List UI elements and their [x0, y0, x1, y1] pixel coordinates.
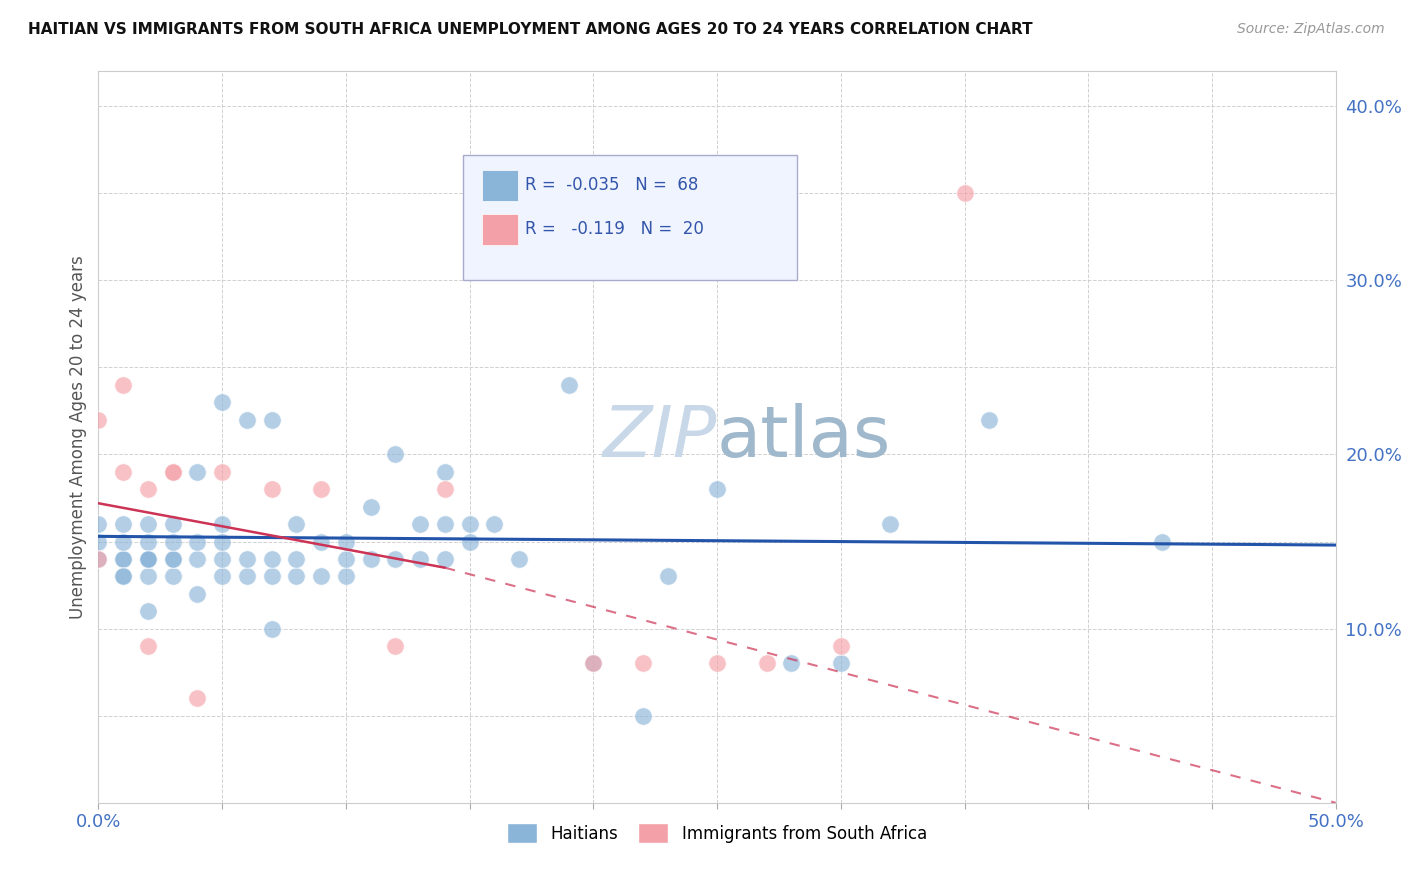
- Point: [186, 552, 208, 566]
- Point: [582, 657, 605, 671]
- Point: [780, 657, 803, 671]
- Point: [953, 186, 976, 201]
- Text: HAITIAN VS IMMIGRANTS FROM SOUTH AFRICA UNEMPLOYMENT AMONG AGES 20 TO 24 YEARS C: HAITIAN VS IMMIGRANTS FROM SOUTH AFRICA …: [28, 22, 1033, 37]
- Point: [112, 552, 135, 566]
- Point: [162, 517, 184, 532]
- Point: [136, 552, 159, 566]
- Point: [335, 569, 357, 583]
- Point: [236, 569, 259, 583]
- Legend: Haitians, Immigrants from South Africa: Haitians, Immigrants from South Africa: [501, 817, 934, 849]
- Point: [236, 412, 259, 426]
- Text: Source: ZipAtlas.com: Source: ZipAtlas.com: [1237, 22, 1385, 37]
- Point: [309, 569, 332, 583]
- Point: [631, 708, 654, 723]
- Point: [631, 657, 654, 671]
- Point: [136, 517, 159, 532]
- Point: [260, 552, 283, 566]
- Point: [384, 639, 406, 653]
- Point: [211, 569, 233, 583]
- Point: [112, 552, 135, 566]
- Point: [706, 657, 728, 671]
- Point: [433, 517, 456, 532]
- Point: [830, 639, 852, 653]
- Point: [162, 534, 184, 549]
- Text: ZIP: ZIP: [603, 402, 717, 472]
- Point: [162, 465, 184, 479]
- Point: [260, 622, 283, 636]
- Point: [384, 448, 406, 462]
- Point: [112, 465, 135, 479]
- Point: [162, 569, 184, 583]
- Point: [260, 569, 283, 583]
- Point: [186, 534, 208, 549]
- Point: [136, 552, 159, 566]
- Point: [335, 552, 357, 566]
- Point: [87, 534, 110, 549]
- Point: [186, 691, 208, 706]
- Point: [360, 552, 382, 566]
- Point: [706, 483, 728, 497]
- Point: [433, 483, 456, 497]
- Point: [285, 517, 308, 532]
- Point: [1152, 534, 1174, 549]
- Point: [136, 639, 159, 653]
- Point: [755, 657, 778, 671]
- FancyBboxPatch shape: [464, 155, 797, 280]
- Text: R =   -0.119   N =  20: R = -0.119 N = 20: [526, 220, 704, 238]
- Point: [260, 483, 283, 497]
- Point: [136, 569, 159, 583]
- Point: [112, 534, 135, 549]
- Point: [112, 569, 135, 583]
- Point: [211, 552, 233, 566]
- Point: [87, 552, 110, 566]
- Point: [112, 377, 135, 392]
- Point: [211, 395, 233, 409]
- Point: [830, 657, 852, 671]
- Point: [211, 517, 233, 532]
- Point: [557, 377, 579, 392]
- Point: [582, 657, 605, 671]
- FancyBboxPatch shape: [482, 170, 517, 201]
- Point: [409, 517, 432, 532]
- Point: [458, 517, 481, 532]
- Point: [112, 569, 135, 583]
- Point: [162, 552, 184, 566]
- Point: [136, 604, 159, 618]
- Point: [260, 412, 283, 426]
- Point: [211, 534, 233, 549]
- Point: [433, 465, 456, 479]
- Point: [335, 534, 357, 549]
- Point: [458, 534, 481, 549]
- Point: [979, 412, 1001, 426]
- Point: [285, 569, 308, 583]
- Point: [657, 569, 679, 583]
- Point: [384, 552, 406, 566]
- Point: [879, 517, 901, 532]
- Point: [186, 587, 208, 601]
- Point: [211, 465, 233, 479]
- Text: R =  -0.035   N =  68: R = -0.035 N = 68: [526, 177, 699, 194]
- Point: [360, 500, 382, 514]
- Point: [236, 552, 259, 566]
- Point: [409, 552, 432, 566]
- Point: [484, 517, 506, 532]
- Point: [112, 517, 135, 532]
- FancyBboxPatch shape: [482, 214, 517, 244]
- Point: [87, 552, 110, 566]
- Point: [136, 552, 159, 566]
- Point: [162, 552, 184, 566]
- Point: [433, 552, 456, 566]
- Point: [162, 465, 184, 479]
- Point: [309, 534, 332, 549]
- Point: [285, 552, 308, 566]
- Point: [508, 552, 530, 566]
- Y-axis label: Unemployment Among Ages 20 to 24 years: Unemployment Among Ages 20 to 24 years: [69, 255, 87, 619]
- Text: atlas: atlas: [717, 402, 891, 472]
- Point: [309, 483, 332, 497]
- Point: [136, 534, 159, 549]
- Point: [186, 465, 208, 479]
- Point: [87, 412, 110, 426]
- Point: [136, 483, 159, 497]
- Point: [87, 517, 110, 532]
